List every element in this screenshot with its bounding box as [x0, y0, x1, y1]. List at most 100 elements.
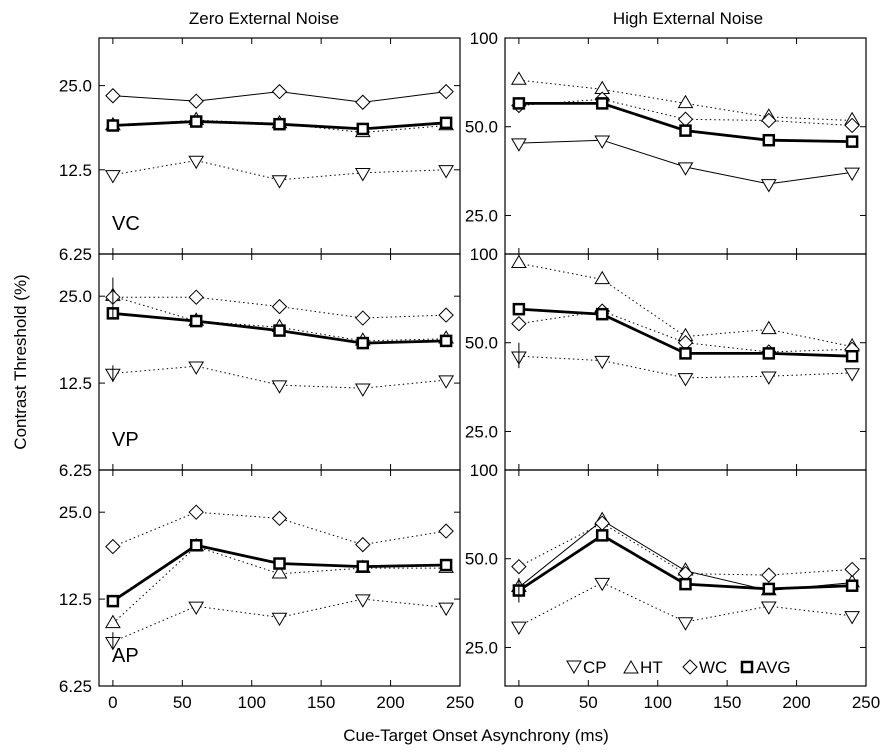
y-tick-label: 100 — [470, 461, 498, 480]
data-point-avg — [679, 577, 692, 591]
legend-item-avg: AVG — [740, 658, 791, 677]
data-point-avg — [439, 116, 453, 130]
y-tick-label: 25.0 — [465, 206, 498, 225]
series-cp — [511, 577, 860, 635]
data-point-avg — [595, 529, 609, 542]
x-tick-label: 100 — [238, 693, 266, 712]
series-avg — [106, 539, 453, 608]
data-point-cp — [271, 612, 288, 627]
legend-marker-cp — [566, 660, 582, 674]
panel-frame — [504, 253, 867, 471]
data-point-avg — [106, 594, 120, 608]
x-tick-label: 50 — [579, 693, 598, 712]
data-point-cp — [105, 170, 121, 184]
legend-marker-wc — [682, 659, 698, 675]
data-point-avg — [762, 347, 776, 360]
data-point-wc — [594, 515, 610, 531]
x-tick-label: 200 — [782, 693, 810, 712]
y-tick-label: 50.0 — [465, 334, 498, 353]
data-point-avg — [845, 135, 859, 148]
data-point-cp — [760, 179, 777, 193]
data-point-wc — [105, 88, 121, 104]
y-tick-label: 12.5 — [59, 161, 92, 180]
data-point-avg — [439, 334, 453, 348]
data-point-avg — [356, 560, 370, 573]
legend-marker-avg — [740, 660, 754, 674]
panel-1: 25.0 50.0 100 — [465, 29, 867, 255]
data-point-wc — [188, 289, 204, 305]
data-point-avg — [595, 307, 609, 321]
panel-frame — [98, 469, 461, 687]
data-point-cp — [677, 373, 694, 387]
panel-4: 6.25 12.5 25.0 0 50 100 150 200 250 AP — [59, 469, 474, 712]
data-point-ht — [105, 614, 121, 629]
data-point-avg — [845, 349, 859, 363]
data-point-avg — [106, 119, 120, 132]
x-tick-label: 250 — [852, 693, 880, 712]
x-tick-label: 100 — [644, 693, 672, 712]
data-point-wc — [438, 523, 454, 539]
data-point-wc — [271, 510, 288, 527]
data-point-avg — [512, 302, 526, 316]
data-point-cp — [438, 165, 454, 179]
data-point-cp — [594, 135, 611, 149]
data-point-cp — [271, 175, 288, 189]
data-point-cp — [271, 380, 288, 394]
series-avg — [106, 115, 453, 136]
data-point-cp — [844, 167, 860, 182]
data-point-wc — [511, 558, 527, 575]
data-point-cp — [677, 617, 694, 631]
data-point-avg — [189, 539, 203, 552]
data-point-wc — [188, 504, 204, 520]
data-point-wc — [844, 561, 860, 578]
data-point-cp — [438, 375, 454, 389]
column-title-high-noise: High External Noise — [613, 9, 763, 28]
data-point-cp — [438, 602, 454, 617]
data-point-ht — [511, 71, 527, 85]
data-point-cp — [760, 371, 777, 385]
y-tick-label: 25.0 — [465, 638, 498, 657]
panel-frame — [504, 37, 867, 255]
y-tick-label: 50.0 — [465, 550, 498, 569]
data-point-avg — [595, 97, 609, 110]
data-point-avg — [679, 347, 692, 360]
data-point-cp — [354, 168, 371, 182]
y-tick-label: 25.0 — [59, 287, 92, 306]
data-point-avg — [679, 124, 692, 137]
data-point-wc — [271, 83, 288, 100]
y-tick-label: 100 — [470, 245, 498, 264]
series-line-wc — [518, 310, 853, 353]
data-point-avg — [439, 558, 453, 572]
data-point-wc — [761, 112, 777, 129]
series-cp — [105, 361, 454, 397]
panel-frame — [98, 37, 461, 255]
series-line-cp — [518, 139, 853, 185]
data-point-ht — [594, 270, 611, 285]
legend-item-wc: WC — [682, 658, 727, 677]
panel-0: 6.25 12.5 25.0 VC — [59, 37, 461, 264]
series-line-cp — [112, 365, 447, 389]
data-point-cp — [844, 368, 860, 382]
x-tick-label: 200 — [376, 693, 404, 712]
data-point-avg — [762, 133, 776, 147]
series-cp — [105, 594, 454, 651]
data-point-avg — [762, 582, 776, 596]
y-tick-label: 6.25 — [59, 461, 92, 480]
data-point-avg — [512, 97, 526, 110]
row-label: AP — [112, 645, 139, 667]
series-cp — [511, 135, 860, 193]
y-tick-label: 25.0 — [465, 422, 498, 441]
x-tick-label: 0 — [108, 693, 117, 712]
data-point-ht — [677, 94, 694, 109]
series-line-wc — [112, 511, 447, 548]
data-point-cp — [354, 383, 371, 397]
legend-label-wc: WC — [699, 658, 727, 677]
series-wc — [511, 515, 860, 583]
data-point-avg — [356, 122, 370, 136]
legend: CP HT WC AVG — [566, 658, 791, 677]
data-point-cp — [354, 594, 371, 608]
series-line-wc — [518, 98, 853, 126]
data-point-ht — [511, 254, 527, 268]
row-label: VP — [112, 429, 139, 451]
data-point-wc — [355, 536, 371, 553]
